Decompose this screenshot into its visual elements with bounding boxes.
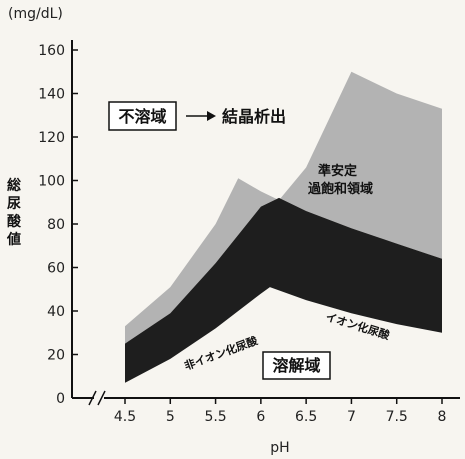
axis-break-mark: [97, 390, 106, 406]
x-tick-label: 8: [438, 409, 447, 425]
dissolved-uric-acid-band: [125, 197, 442, 383]
y-tick-label: 0: [56, 391, 65, 407]
y-ticks: 0 20 40 60 80 100 120 140 160: [38, 43, 78, 407]
y-tick-label: 80: [47, 217, 65, 233]
x-tick-label: 6.5: [295, 409, 317, 425]
y-tick-label: 60: [47, 261, 65, 277]
x-axis-label: pH: [270, 440, 289, 456]
x-tick-label: 5.5: [204, 409, 226, 425]
x-tick-label: 4.5: [114, 409, 136, 425]
y-tick-label: 140: [38, 87, 65, 103]
axes: [71, 40, 460, 406]
insoluble-box: [108, 101, 177, 131]
x-tick-label: 6: [256, 409, 265, 425]
x-tick-label: 7: [347, 409, 356, 425]
x-tick-label: 5: [166, 409, 175, 425]
y-tick-label: 120: [38, 130, 65, 146]
x-tick-label: 7.5: [386, 409, 408, 425]
y-tick-label: 20: [47, 348, 65, 364]
arrow-icon: [207, 111, 216, 121]
crystal-label: 結晶析出: [222, 107, 286, 126]
y-tick-label: 100: [38, 174, 65, 190]
y-tick-label: 40: [47, 304, 65, 320]
metastable-label-1: 準安定: [318, 163, 357, 179]
axis-break-mark: [88, 390, 97, 406]
y-unit-label: (mg/dL): [8, 6, 63, 22]
supersaturation-area: [125, 71, 442, 344]
y-axis-label: 総尿酸値: [6, 177, 22, 248]
insoluble-label: 不溶域: [118, 107, 166, 126]
metastable-label-2: 過飽和領域: [307, 181, 373, 197]
soluble-label: 溶解域: [272, 356, 320, 375]
y-tick-label: 160: [38, 43, 65, 59]
soluble-box: [262, 351, 331, 380]
x-ticks: 4.5 5 5.5 6 6.5 7 7.5 8: [114, 398, 447, 425]
